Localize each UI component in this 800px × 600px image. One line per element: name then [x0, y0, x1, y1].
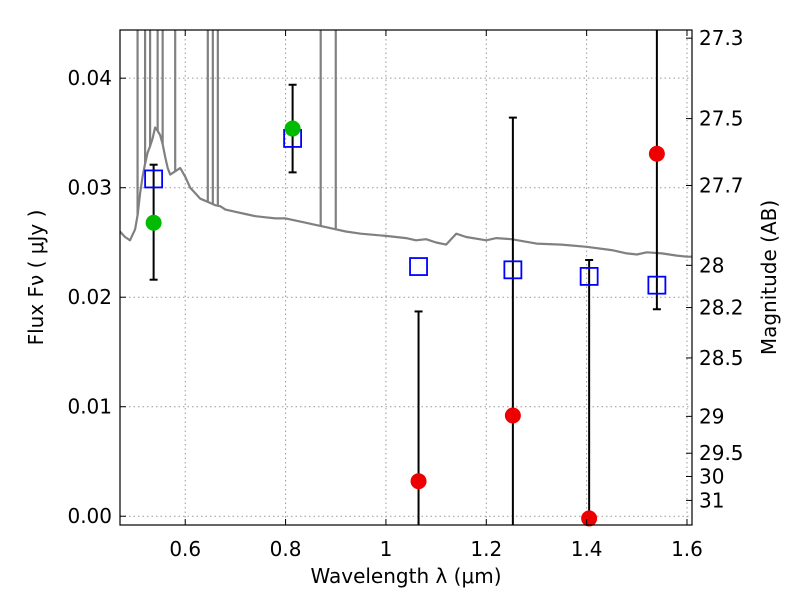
right-tick-label-8: 30 [699, 464, 724, 488]
template-spectrum [119, 30, 692, 258]
right-tick-label-9: 31 [699, 488, 724, 512]
model-square-0 [144, 169, 164, 189]
non-detection-point-1 [504, 407, 521, 424]
right-tick-label-6: 29 [699, 404, 724, 428]
right-tick-label-4: 28.2 [699, 296, 744, 320]
right-tick-label-2: 27.7 [699, 173, 744, 197]
x-tick-label-2: 1 [380, 537, 393, 561]
x-tick-label-1: 0.8 [270, 537, 302, 561]
x-axis-title: Wavelength λ (μm) [310, 564, 501, 588]
x-tick-label-4: 1.4 [571, 537, 603, 561]
right-tick-label-3: 28 [699, 253, 724, 277]
detection-point-1 [284, 120, 301, 137]
right-tick-label-1: 27.5 [699, 107, 744, 131]
x-tick-label-5: 1.6 [671, 537, 703, 561]
y-tick-label-2: 0.02 [67, 285, 112, 309]
y-tick-label-3: 0.03 [67, 176, 112, 200]
data-markers [144, 120, 667, 527]
y-tick-label-0: 0.00 [67, 504, 112, 528]
model-square-5 [647, 275, 667, 295]
y-axis-title: Flux Fν ( μJy ) [24, 210, 48, 346]
grid-lines [120, 30, 692, 525]
model-square-4 [579, 267, 599, 286]
y-tick-label-1: 0.01 [67, 395, 112, 419]
non-detection-point-3 [648, 145, 665, 162]
plot-frame [119, 29, 693, 526]
model-square-3 [503, 260, 523, 280]
error-bars [149, 30, 661, 525]
right-axis-title: Magnitude (AB) [757, 200, 781, 355]
x-tick-label-0: 0.6 [169, 537, 201, 561]
model-square-2 [409, 257, 428, 276]
detection-point-0 [145, 214, 162, 231]
axis-ticks: 0.6 0.8 1 1.2 1.4 1.6 0.00 0.01 0.02 0.03 0.04 27.3… [67, 26, 743, 561]
non-detection-point-2 [581, 510, 598, 527]
right-tick-label-5: 28.5 [699, 346, 744, 370]
y-tick-label-4: 0.04 [67, 66, 112, 90]
x-tick-label-3: 1.2 [470, 537, 502, 561]
template-curve [119, 126, 692, 258]
right-tick-label-7: 29.5 [699, 441, 744, 465]
non-detection-point-0 [410, 473, 427, 490]
right-tick-label-0: 27.3 [699, 26, 744, 50]
